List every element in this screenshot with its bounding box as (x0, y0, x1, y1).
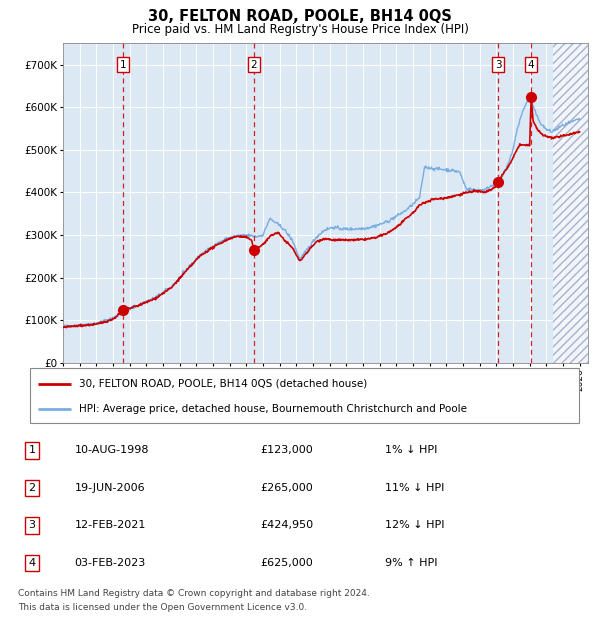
Text: £123,000: £123,000 (260, 445, 313, 456)
Text: 10-AUG-1998: 10-AUG-1998 (74, 445, 149, 456)
Text: £625,000: £625,000 (260, 558, 313, 568)
Text: Contains HM Land Registry data © Crown copyright and database right 2024.: Contains HM Land Registry data © Crown c… (18, 589, 370, 598)
Text: 4: 4 (528, 60, 535, 69)
Text: 12-FEB-2021: 12-FEB-2021 (74, 520, 146, 531)
Text: 2: 2 (251, 60, 257, 69)
Text: 3: 3 (495, 60, 502, 69)
Text: 2: 2 (29, 483, 35, 493)
Text: 1% ↓ HPI: 1% ↓ HPI (385, 445, 437, 456)
Text: HPI: Average price, detached house, Bournemouth Christchurch and Poole: HPI: Average price, detached house, Bour… (79, 404, 467, 414)
Text: 4: 4 (29, 558, 35, 568)
Text: Price paid vs. HM Land Registry's House Price Index (HPI): Price paid vs. HM Land Registry's House … (131, 23, 469, 36)
FancyBboxPatch shape (30, 368, 579, 423)
Text: 03-FEB-2023: 03-FEB-2023 (74, 558, 146, 568)
Text: 1: 1 (29, 445, 35, 456)
Text: This data is licensed under the Open Government Licence v3.0.: This data is licensed under the Open Gov… (18, 603, 307, 612)
Text: 1: 1 (120, 60, 127, 69)
Text: £265,000: £265,000 (260, 483, 313, 493)
Text: £424,950: £424,950 (260, 520, 314, 531)
Text: 3: 3 (29, 520, 35, 531)
Text: 19-JUN-2006: 19-JUN-2006 (74, 483, 145, 493)
Text: 11% ↓ HPI: 11% ↓ HPI (385, 483, 444, 493)
Text: 30, FELTON ROAD, POOLE, BH14 0QS (detached house): 30, FELTON ROAD, POOLE, BH14 0QS (detach… (79, 379, 368, 389)
Text: 12% ↓ HPI: 12% ↓ HPI (385, 520, 444, 531)
Text: 9% ↑ HPI: 9% ↑ HPI (385, 558, 437, 568)
Text: 30, FELTON ROAD, POOLE, BH14 0QS: 30, FELTON ROAD, POOLE, BH14 0QS (148, 9, 452, 24)
